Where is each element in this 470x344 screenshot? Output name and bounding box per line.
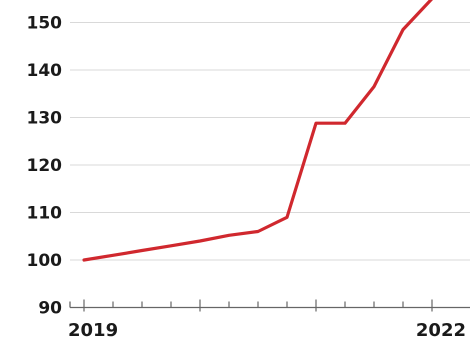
data-point-0 bbox=[82, 258, 86, 262]
gridlines bbox=[70, 22, 470, 261]
y-tick-labels: 90 100 110 120 130 140 150 bbox=[27, 14, 63, 319]
y-tick-label-120: 120 bbox=[27, 156, 63, 176]
x-tick-label-2022: 2022 bbox=[416, 320, 466, 341]
data-point-4 bbox=[198, 239, 202, 243]
y-tick-label-90: 90 bbox=[38, 299, 62, 319]
y-tick-label-110: 110 bbox=[27, 204, 63, 224]
y-tick-label-140: 140 bbox=[27, 61, 63, 81]
x-axis bbox=[69, 299, 470, 312]
data-point-5 bbox=[227, 234, 231, 237]
data-point-8 bbox=[314, 122, 318, 125]
data-point-3 bbox=[169, 244, 173, 247]
y-tick-label-150: 150 bbox=[27, 14, 63, 34]
x-tick-labels: 2019 2022 bbox=[68, 320, 466, 341]
data-point-2 bbox=[140, 249, 144, 252]
x-tick-label-2019: 2019 bbox=[68, 320, 118, 341]
series-layer bbox=[82, 0, 433, 262]
y-tick-label-100: 100 bbox=[27, 251, 63, 271]
data-point-7 bbox=[285, 216, 289, 219]
series-line-0 bbox=[82, 0, 433, 262]
data-point-9 bbox=[343, 122, 347, 125]
data-point-6 bbox=[256, 230, 260, 233]
y-tick-label-130: 130 bbox=[27, 109, 63, 129]
data-point-10 bbox=[372, 85, 376, 88]
data-point-11 bbox=[401, 28, 405, 31]
data-point-1 bbox=[111, 254, 115, 257]
